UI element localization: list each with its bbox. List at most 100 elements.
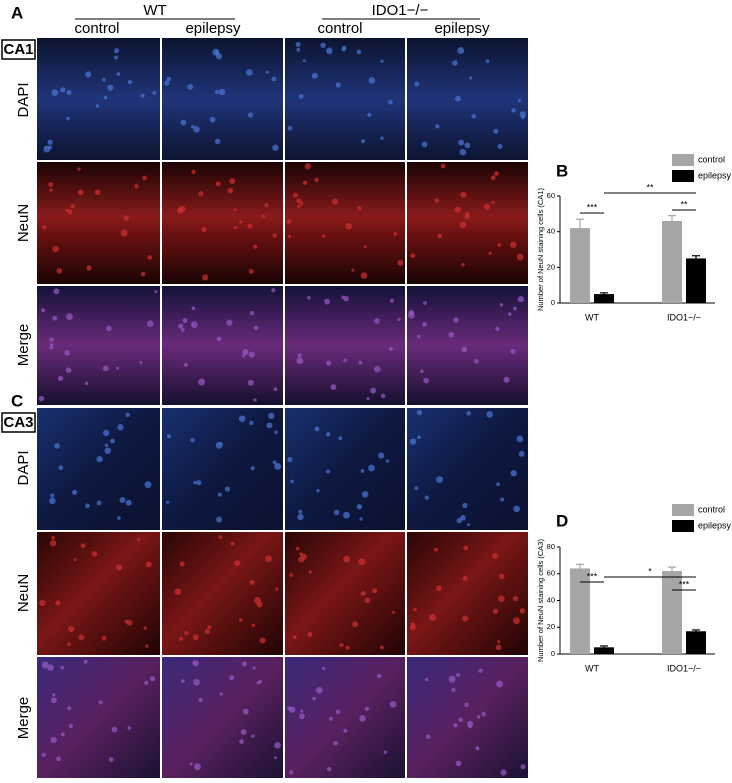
region-box xyxy=(1,39,36,60)
cell xyxy=(180,327,185,332)
cell xyxy=(224,486,231,492)
cell xyxy=(198,378,206,386)
cell xyxy=(378,452,385,459)
y-tick-label: 0 xyxy=(551,298,555,307)
cell xyxy=(51,535,55,540)
cell xyxy=(300,553,307,560)
cell xyxy=(510,348,516,355)
cell xyxy=(456,517,462,524)
cell xyxy=(50,697,57,704)
cell xyxy=(368,464,375,472)
cell xyxy=(57,375,64,381)
cell xyxy=(182,318,188,324)
micrograph xyxy=(37,657,160,778)
cell xyxy=(125,499,132,506)
cell xyxy=(108,757,114,762)
cell xyxy=(419,369,424,374)
legend-swatch xyxy=(672,520,694,532)
cell xyxy=(466,411,471,416)
cell xyxy=(330,384,337,391)
cell xyxy=(42,225,47,230)
cell xyxy=(218,535,223,539)
cell xyxy=(274,463,282,470)
cell xyxy=(302,59,306,63)
panel-label: D xyxy=(556,511,568,530)
cell xyxy=(513,505,520,513)
cell xyxy=(114,55,119,60)
cell xyxy=(215,53,223,60)
cell xyxy=(180,119,187,126)
cell xyxy=(47,664,54,671)
cell xyxy=(459,148,467,156)
condition-label: epilepsy xyxy=(434,20,490,37)
stain-label: NeuN xyxy=(15,574,32,612)
cell xyxy=(54,443,60,449)
micrograph xyxy=(285,286,405,405)
cell xyxy=(85,71,92,78)
cell xyxy=(300,709,304,713)
cell xyxy=(268,412,275,420)
cell xyxy=(190,437,195,443)
legend-label: epilepsy xyxy=(698,520,732,530)
cell xyxy=(96,500,102,506)
cell xyxy=(299,201,304,206)
cell xyxy=(397,317,401,321)
cell xyxy=(297,513,304,521)
cell xyxy=(106,325,112,332)
cell xyxy=(41,661,49,669)
cell xyxy=(248,268,254,274)
cell xyxy=(190,124,195,129)
cell xyxy=(193,126,200,133)
bar xyxy=(686,258,706,303)
cell xyxy=(249,579,255,586)
stain-label: DAPI xyxy=(15,450,32,485)
cell xyxy=(52,693,56,697)
cell xyxy=(124,619,129,624)
cell xyxy=(296,47,301,52)
cell xyxy=(517,99,521,103)
cell xyxy=(372,588,378,594)
error-bar xyxy=(668,215,676,221)
cell xyxy=(286,219,292,224)
cell xyxy=(475,746,480,751)
cell xyxy=(147,255,153,260)
cell xyxy=(495,644,502,651)
cell xyxy=(374,365,381,373)
legend-swatch xyxy=(672,504,694,516)
cell xyxy=(242,708,249,715)
cell xyxy=(436,476,443,484)
significance-label: *** xyxy=(587,571,598,581)
cell xyxy=(52,315,58,321)
cell xyxy=(198,697,203,702)
cell xyxy=(214,138,221,145)
cell xyxy=(116,366,120,370)
cell xyxy=(478,668,483,673)
cell xyxy=(295,41,301,47)
cell xyxy=(448,332,455,338)
cell xyxy=(497,143,503,149)
cell xyxy=(103,95,108,100)
cell xyxy=(164,80,170,86)
cell xyxy=(219,692,223,696)
error-bar xyxy=(668,566,676,572)
cell xyxy=(307,631,313,637)
cell xyxy=(266,422,273,429)
cell xyxy=(179,636,184,641)
cell xyxy=(245,68,253,76)
cell xyxy=(145,644,149,648)
cell xyxy=(503,376,510,383)
cell xyxy=(251,623,256,628)
cell xyxy=(332,198,339,205)
cell xyxy=(193,480,197,485)
cell xyxy=(414,81,420,87)
cell xyxy=(390,298,394,303)
cell xyxy=(458,139,465,146)
cell xyxy=(289,573,293,577)
group-label: IDO1−/− xyxy=(372,2,429,19)
cell xyxy=(127,79,133,85)
cell xyxy=(249,310,255,316)
y-tick-label: 40 xyxy=(547,595,555,604)
cell xyxy=(517,296,525,303)
cell xyxy=(214,90,219,95)
error-bar xyxy=(576,563,584,569)
